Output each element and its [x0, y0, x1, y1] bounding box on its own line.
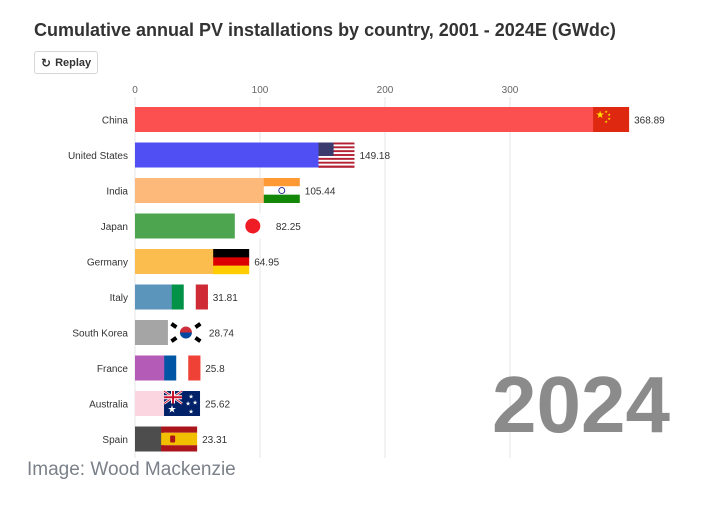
category-label: Germany: [87, 258, 128, 269]
italy-flag-icon: [171, 284, 208, 310]
bar: [135, 284, 175, 310]
category-label: Japan: [101, 222, 128, 233]
bar: [135, 107, 597, 132]
value-label: 105.44: [305, 187, 336, 198]
bar: [135, 142, 322, 168]
replay-label: Replay: [55, 56, 92, 69]
south-korea-flag-icon: [167, 320, 204, 345]
svg-text:★: ★: [188, 394, 193, 401]
x-tick-label: 100: [252, 85, 269, 96]
x-tick-label: 200: [377, 85, 394, 96]
category-label: Spain: [102, 435, 128, 446]
replay-button[interactable]: ↻ Replay: [34, 51, 99, 74]
australia-flag-icon: ★★★ ★★: [163, 389, 201, 416]
bar: [135, 355, 168, 381]
svg-text:★: ★: [192, 400, 197, 407]
svg-text:★: ★: [188, 409, 193, 416]
usa-flag-icon: [318, 142, 355, 168]
category-label: China: [102, 116, 129, 127]
value-label: 23.31: [202, 435, 227, 446]
svg-text:★: ★: [168, 405, 177, 416]
value-label: 368.89: [634, 116, 665, 127]
value-label: 28.74: [209, 329, 234, 340]
svg-text:★: ★: [607, 116, 611, 121]
x-tick-label: 0: [132, 85, 138, 96]
value-label: 25.8: [205, 364, 225, 375]
bar: [135, 178, 267, 203]
bar: [135, 213, 238, 239]
bar: [135, 391, 168, 416]
value-label: 149.18: [359, 151, 390, 162]
value-label: 82.25: [276, 222, 301, 233]
svg-text:★: ★: [185, 401, 190, 408]
value-label: 64.95: [254, 258, 279, 269]
category-label: India: [106, 187, 128, 198]
bar: [135, 320, 171, 345]
category-label: Italy: [110, 293, 128, 304]
category-label: France: [97, 364, 129, 375]
value-label: 31.81: [213, 293, 238, 304]
china-flag-icon: ★ ★★★★: [593, 107, 630, 132]
svg-text:★: ★: [596, 110, 605, 121]
x-tick-label: 300: [502, 85, 519, 96]
bar: [135, 426, 165, 452]
germany-flag-icon: [213, 249, 250, 275]
bar: [135, 249, 217, 274]
value-label: 25.62: [205, 400, 230, 411]
year-label: 2024: [492, 360, 670, 449]
category-label: United States: [68, 151, 128, 162]
spain-flag-icon: [161, 426, 198, 452]
japan-flag-icon: [234, 213, 271, 239]
category-label: South Korea: [72, 329, 128, 340]
category-label: Australia: [89, 400, 128, 411]
svg-text:★: ★: [604, 109, 608, 114]
svg-text:★: ★: [604, 119, 608, 124]
india-flag-icon: [263, 178, 300, 203]
france-flag-icon: [164, 355, 201, 381]
chart-title: Cumulative annual PV installations by co…: [34, 20, 616, 40]
image-credit: Image: Wood Mackenzie: [27, 459, 236, 480]
svg-text:★: ★: [607, 112, 611, 117]
replay-icon: ↻: [41, 55, 52, 70]
